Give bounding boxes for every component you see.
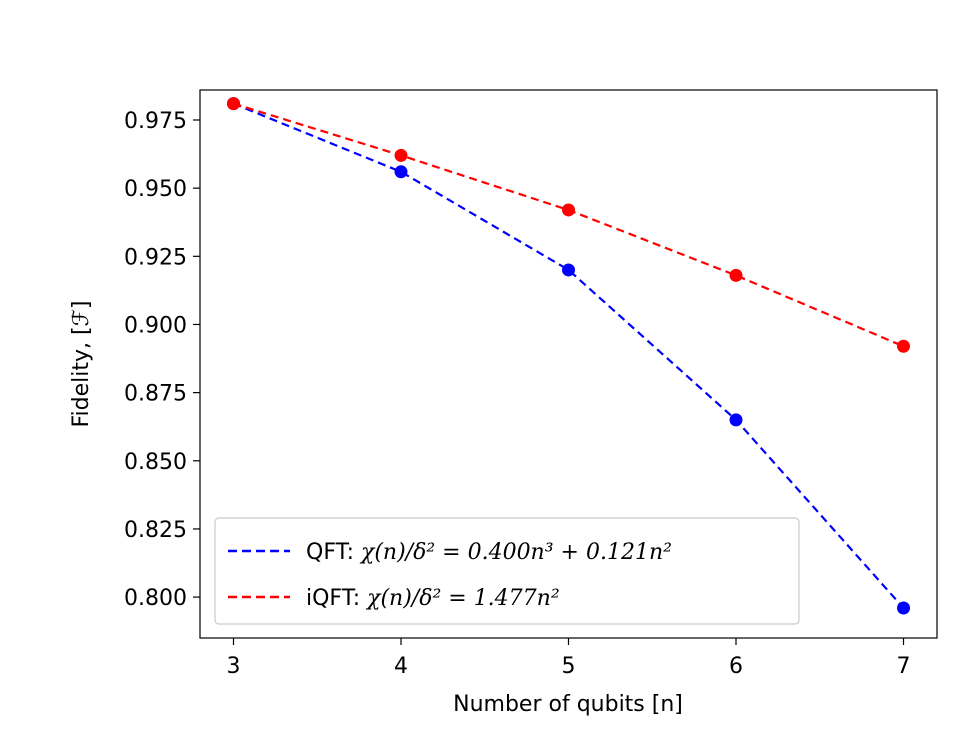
legend: QFT: χ(n)/δ² = 0.400n³ + 0.121n² iQFT: χ… <box>214 517 800 625</box>
legend-label-iqft-name: iQFT: <box>306 586 367 611</box>
x-tick-label: 4 <box>394 654 408 679</box>
y-tick-label: 0.825 <box>124 518 187 543</box>
x-tick-label: 3 <box>227 654 241 679</box>
y-tick-label: 0.925 <box>124 245 187 270</box>
legend-box <box>214 517 800 625</box>
data-point-qft <box>394 165 408 179</box>
y-tick-label: 0.875 <box>124 382 187 407</box>
y-tick-label: 0.900 <box>124 313 187 338</box>
data-point-iqft <box>562 203 575 217</box>
data-point-qft <box>729 413 743 427</box>
plot-frame <box>199 89 938 639</box>
ticks-layer: 3 4 5 6 7 0.800 0.825 0.850 0.875 0.900 0.925 0.950… <box>124 109 910 679</box>
x-tick-label: 5 <box>562 654 576 679</box>
x-tick-label: 7 <box>897 654 911 679</box>
data-point-iqft <box>729 268 743 282</box>
y-tick-label: 0.975 <box>124 109 187 134</box>
data-point-iqft <box>227 97 240 111</box>
series-layer <box>227 97 910 615</box>
legend-label-qft: QFT: χ(n)/δ² = 0.400n³ + 0.121n² <box>306 540 672 565</box>
x-tick-label: 6 <box>729 654 743 679</box>
data-point-qft <box>562 263 575 277</box>
legend-label-qft-name: QFT: <box>306 540 361 565</box>
y-tick-label: 0.850 <box>124 450 187 475</box>
data-point-qft <box>897 601 910 615</box>
y-tick-label: 0.800 <box>124 586 187 611</box>
data-point-iqft <box>394 148 408 162</box>
legend-label-iqft-formula: χ(n)/δ² = 1.477n² <box>365 586 560 611</box>
y-tick-label: 0.950 <box>124 177 187 202</box>
x-axis-label: Number of qubits [n] <box>453 692 683 717</box>
legend-label-iqft: iQFT: χ(n)/δ² = 1.477n² <box>306 586 560 611</box>
series-line-qft <box>233 102 905 609</box>
y-axis-label: Fidelity, [ℱ] <box>69 301 94 428</box>
data-point-iqft <box>897 339 910 353</box>
legend-label-qft-formula: χ(n)/δ² = 0.400n³ + 0.121n² <box>359 540 672 565</box>
